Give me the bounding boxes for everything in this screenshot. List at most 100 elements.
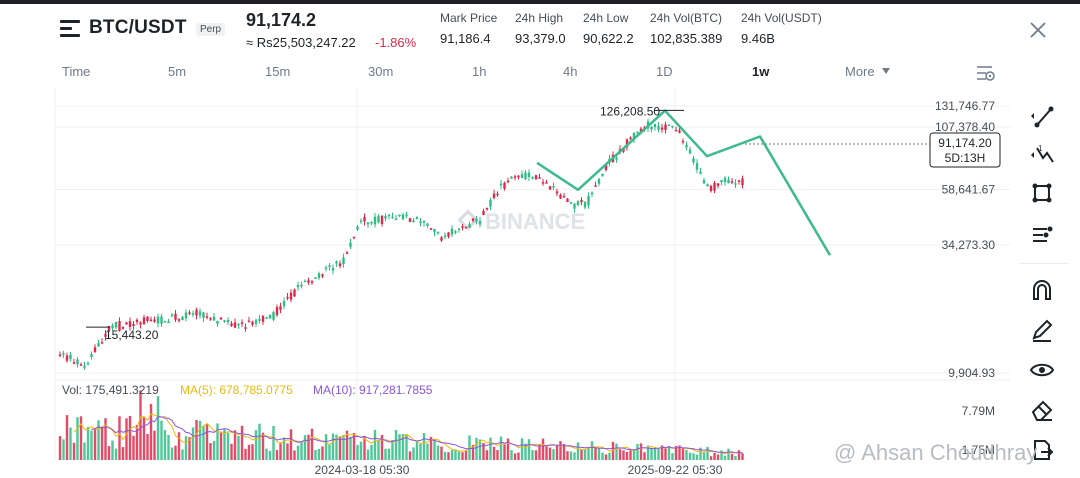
close-icon[interactable] [1027,19,1049,41]
candle-body [275,307,279,316]
volume-bar [629,450,632,460]
candle-body [674,129,678,132]
fib-tool-icon[interactable]: 1 [1029,142,1055,168]
shape-tool-icon[interactable] [1029,180,1055,206]
candlestick-chart[interactable]: BINANCE 131,746.77 107,378.40 58,641.67 34,… [0,88,1010,478]
volume-bar [391,439,394,460]
volume-bar [219,431,223,460]
toolbar-divider [1019,263,1069,264]
volume-bar [303,435,307,460]
indicator-tool-icon[interactable] [1029,220,1055,246]
volume-bar [156,396,160,460]
volume-bar [167,434,170,460]
volume-bar [699,447,702,460]
volume-bar [587,447,590,460]
candle-body [128,321,132,327]
volume-bar [527,439,531,460]
volume-bar [524,443,527,460]
volume-bar [566,451,569,460]
tab-15m[interactable]: 15m [265,64,291,79]
pencil-icon[interactable] [1029,317,1055,343]
candle-body [457,228,461,230]
candle-body [482,210,485,216]
magnet-icon[interactable] [1029,277,1055,303]
more-label: More [845,64,875,79]
tab-time[interactable]: Time [62,64,91,79]
candle-body [125,322,128,325]
price-axis-label: 34,273.30 [942,238,996,252]
volume-bar [289,429,293,460]
candle-body [303,280,307,283]
trendline-tool-icon[interactable] [1029,103,1055,129]
volume-bar [233,430,237,460]
volume-bar [76,417,79,460]
volume-bar [681,448,685,460]
tab-1h[interactable]: 1h [472,64,487,79]
volume-bar [205,423,209,460]
tab-1w[interactable]: 1w [752,64,770,79]
eye-icon[interactable] [1029,357,1055,383]
volume-bar [275,449,279,460]
volume-bar [660,445,664,460]
candle-body [562,196,566,198]
candle-body [625,139,629,148]
candle-body [699,171,702,175]
volume-bar [419,444,422,460]
volume-bar [408,451,412,460]
pair-title[interactable]: BTC/USDT [89,17,187,38]
candle-body [237,323,240,326]
candle-body [471,218,475,221]
candle-body [279,306,282,310]
volume-bar [678,445,681,460]
eraser-icon[interactable] [1029,397,1055,423]
candle-body [198,311,202,316]
volume-bar [366,449,370,460]
export-icon[interactable] [1029,437,1055,463]
candle-body [247,320,251,323]
volume-bar [223,429,226,460]
volume-bar [209,443,212,460]
volume-bar [177,432,181,460]
tab-1d[interactable]: 1D [656,64,673,79]
price-axis-label: 107,378.40 [935,120,995,134]
volume-legend-item: MA(5): 678,785.0775 [180,383,293,397]
menu-icon[interactable] [60,20,80,38]
candle-body [629,137,632,140]
volume-bar [216,423,219,460]
tab-5m[interactable]: 5m [168,64,187,79]
candle-body [583,201,587,208]
candle-body [300,284,303,287]
candle-body [671,125,674,128]
candle-body [664,124,667,130]
candle-body [506,180,510,183]
tab-30m[interactable]: 30m [368,64,394,79]
volume-bar [212,440,216,460]
volume-bar [146,434,149,460]
tab-more[interactable]: More [845,64,891,79]
candle-body [496,193,499,196]
volume-bar [132,435,135,460]
volume-bar [142,416,146,460]
candle-body [373,216,377,225]
volume-bar [625,452,629,460]
candle-body [475,218,478,222]
volume-bar [489,437,492,460]
candle-body [314,277,317,280]
candle-body [254,320,258,324]
chart-settings-icon[interactable] [976,64,996,82]
volume-bar [72,442,76,460]
volume-bar [541,438,545,460]
candle-body [79,364,83,366]
tab-4h[interactable]: 4h [563,64,578,79]
volume-bar [646,445,650,460]
volume-bar [191,427,195,460]
candle-body [352,236,356,239]
volume-bar [706,446,709,460]
candle-countdown: 5D:13H [945,151,986,165]
candle-body [65,355,69,361]
candle-body [566,198,569,203]
candle-body [111,325,114,329]
stat-24h-low: 24h Low 90,622.2 [583,11,634,46]
volume-bar [436,445,440,460]
candle-body [590,192,594,195]
